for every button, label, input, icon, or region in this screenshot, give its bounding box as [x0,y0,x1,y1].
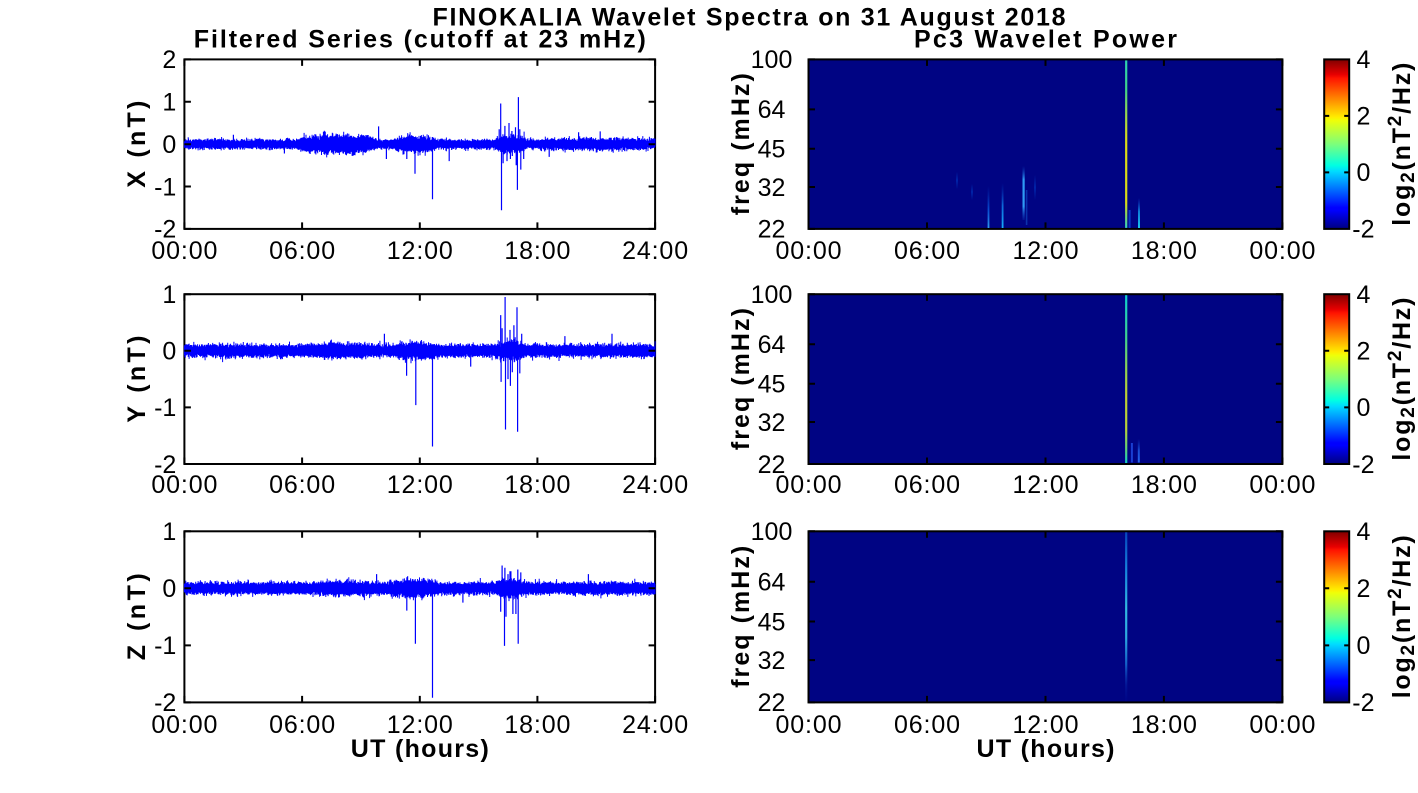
svg-text:64: 64 [758,569,786,597]
svg-text:4: 4 [1356,518,1370,546]
svg-text:-1: -1 [154,632,176,660]
svg-text:-2: -2 [1352,689,1374,717]
svg-text:100: 100 [751,46,793,74]
svg-text:06:00: 06:00 [894,711,960,739]
svg-text:18:00: 18:00 [504,711,570,739]
svg-text:-2: -2 [1352,451,1374,479]
svg-text:UT (hours): UT (hours) [351,735,489,763]
svg-text:06:00: 06:00 [269,237,335,265]
svg-text:00:00: 00:00 [151,471,217,499]
svg-text:0: 0 [162,131,176,159]
svg-text:UT (hours): UT (hours) [977,735,1115,763]
svg-text:64: 64 [758,331,786,359]
svg-text:1: 1 [162,281,176,309]
svg-text:0: 0 [1356,632,1370,660]
svg-text:2: 2 [1356,103,1370,131]
svg-text:4: 4 [1356,281,1370,309]
svg-text:06:00: 06:00 [894,471,960,499]
svg-text:00:00: 00:00 [151,711,217,739]
svg-text:freq (mHz): freq (mHz) [727,546,755,688]
svg-text:freq (mHz): freq (mHz) [727,73,755,215]
svg-text:00:00: 00:00 [1249,711,1315,739]
svg-text:06:00: 06:00 [269,711,335,739]
svg-text:24:00: 24:00 [622,711,688,739]
svg-text:06:00: 06:00 [269,471,335,499]
svg-text:freq (mHz): freq (mHz) [727,308,755,450]
svg-text:2: 2 [1356,575,1370,603]
svg-text:32: 32 [758,647,786,675]
svg-text:Y (nT): Y (nT) [123,336,151,423]
svg-text:00:00: 00:00 [1249,471,1315,499]
svg-text:12:00: 12:00 [387,237,453,265]
svg-text:1: 1 [162,89,176,117]
svg-text:24:00: 24:00 [622,471,688,499]
svg-text:18:00: 18:00 [1131,711,1197,739]
svg-text:Filtered Series (cutoff at 23: Filtered Series (cutoff at 23 mHz) [194,25,646,53]
svg-text:Z (nT): Z (nT) [123,573,151,660]
svg-text:2: 2 [162,46,176,74]
svg-text:1: 1 [162,518,176,546]
svg-text:X (nT): X (nT) [123,101,151,188]
svg-text:45: 45 [758,371,786,399]
svg-text:-1: -1 [154,394,176,422]
svg-text:32: 32 [758,174,786,202]
svg-text:0: 0 [1356,159,1370,187]
svg-text:06:00: 06:00 [894,237,960,265]
svg-text:12:00: 12:00 [387,471,453,499]
svg-text:0: 0 [162,575,176,603]
svg-text:12:00: 12:00 [1013,471,1079,499]
svg-text:00:00: 00:00 [151,237,217,265]
svg-text:32: 32 [758,409,786,437]
svg-text:18:00: 18:00 [1131,471,1197,499]
svg-text:18:00: 18:00 [504,471,570,499]
svg-text:00:00: 00:00 [776,711,842,739]
svg-text:45: 45 [758,608,786,636]
svg-text:00:00: 00:00 [776,237,842,265]
svg-text:18:00: 18:00 [504,237,570,265]
svg-text:100: 100 [751,281,793,309]
svg-text:0: 0 [1356,394,1370,422]
svg-text:100: 100 [751,518,793,546]
svg-text:64: 64 [758,96,786,124]
svg-text:00:00: 00:00 [1249,237,1315,265]
svg-text:-1: -1 [154,173,176,201]
svg-text:45: 45 [758,136,786,164]
svg-text:2: 2 [1356,338,1370,366]
svg-text:0: 0 [162,338,176,366]
svg-text:24:00: 24:00 [622,237,688,265]
svg-text:-2: -2 [1352,216,1374,244]
svg-text:12:00: 12:00 [1013,237,1079,265]
svg-text:4: 4 [1356,46,1370,74]
svg-text:00:00: 00:00 [776,471,842,499]
svg-text:18:00: 18:00 [1131,237,1197,265]
